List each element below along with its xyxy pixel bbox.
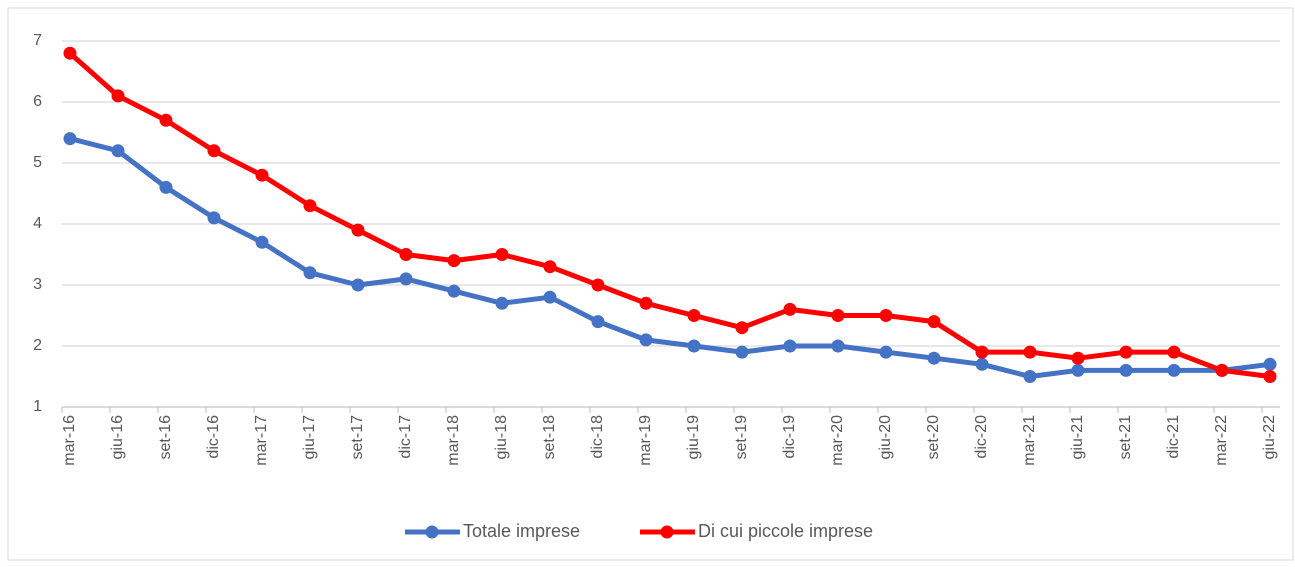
point — [207, 144, 221, 158]
y-tick-label: 4 — [33, 215, 42, 232]
point — [159, 180, 173, 194]
x-tick-label: dic-21 — [1165, 415, 1182, 459]
point — [1119, 345, 1133, 359]
point — [159, 113, 173, 127]
point — [735, 345, 749, 359]
x-tick-label: mar-18 — [445, 415, 462, 466]
x-tick-label: set-19 — [733, 415, 750, 460]
y-tick-label: 3 — [33, 276, 42, 293]
point — [975, 345, 989, 359]
x-tick-label: mar-20 — [829, 415, 846, 466]
point — [351, 223, 365, 237]
series-line — [68, 51, 1271, 379]
point — [1167, 363, 1181, 377]
y-tick-label: 1 — [33, 398, 42, 415]
y-tick-label: 5 — [33, 154, 42, 171]
point — [1263, 370, 1277, 383]
point — [879, 309, 893, 322]
x-tick-label: giu-22 — [1261, 415, 1278, 460]
point — [63, 132, 77, 146]
x-tick-label: mar-17 — [253, 415, 270, 466]
point — [927, 315, 941, 329]
point — [975, 357, 989, 371]
y-tick-label: 7 — [33, 32, 42, 49]
x-tick-label: dic-16 — [205, 415, 222, 459]
point — [735, 321, 749, 335]
point — [687, 339, 701, 353]
y-tick-label: 2 — [33, 337, 42, 354]
point — [1023, 370, 1037, 383]
point — [303, 266, 317, 280]
point — [1215, 363, 1229, 377]
point — [1023, 345, 1037, 359]
point — [1263, 357, 1277, 371]
x-tick-label: dic-20 — [973, 415, 990, 459]
point — [303, 199, 317, 213]
point — [1071, 363, 1085, 377]
point — [687, 309, 701, 322]
point — [399, 272, 413, 286]
point — [1071, 351, 1085, 365]
point — [495, 296, 509, 310]
point — [63, 46, 77, 60]
point — [639, 333, 653, 347]
legend-label: Totale imprese — [463, 521, 580, 541]
x-tick-label: dic-19 — [781, 415, 798, 459]
point — [111, 89, 125, 103]
x-tick-label: dic-17 — [397, 415, 414, 459]
x-tick-label: set-17 — [349, 415, 366, 460]
point — [591, 278, 605, 292]
point — [1119, 363, 1133, 377]
x-tick-label: giu-21 — [1069, 415, 1086, 460]
x-tick-label: mar-19 — [637, 415, 654, 466]
point — [207, 211, 221, 225]
point — [543, 260, 557, 274]
point — [831, 309, 845, 322]
point — [783, 302, 797, 316]
point — [927, 351, 941, 365]
x-tick-label: set-18 — [541, 415, 558, 460]
point — [447, 254, 461, 268]
point — [495, 248, 509, 261]
point — [399, 248, 413, 261]
point — [879, 345, 893, 359]
point — [255, 235, 269, 249]
x-tick-label: giu-17 — [301, 415, 318, 460]
point — [447, 284, 461, 298]
x-tick-label: giu-19 — [685, 415, 702, 460]
x-tick-label: giu-16 — [109, 415, 126, 460]
legend-marker — [660, 525, 674, 539]
x-tick-label: dic-18 — [589, 415, 606, 459]
x-tick-label: mar-22 — [1213, 415, 1230, 466]
point — [351, 278, 365, 292]
legend-marker — [425, 525, 439, 539]
x-tick-label: giu-18 — [493, 415, 510, 460]
x-tick-label: mar-16 — [61, 415, 78, 466]
chart-border — [7, 7, 1294, 561]
point — [543, 290, 557, 304]
point — [1167, 345, 1181, 359]
point — [255, 168, 269, 182]
x-tick-label: giu-20 — [877, 415, 894, 460]
legend-label: Di cui piccole imprese — [698, 521, 873, 541]
point — [111, 144, 125, 158]
x-tick-label: set-21 — [1117, 415, 1134, 460]
y-tick-label: 6 — [33, 93, 42, 110]
series-line — [69, 136, 1271, 379]
point — [831, 339, 845, 353]
point — [591, 315, 605, 329]
point — [783, 339, 797, 353]
x-tick-label: mar-21 — [1021, 415, 1038, 466]
x-tick-label: set-16 — [157, 415, 174, 460]
point — [639, 296, 653, 310]
x-tick-label: set-20 — [925, 415, 942, 460]
